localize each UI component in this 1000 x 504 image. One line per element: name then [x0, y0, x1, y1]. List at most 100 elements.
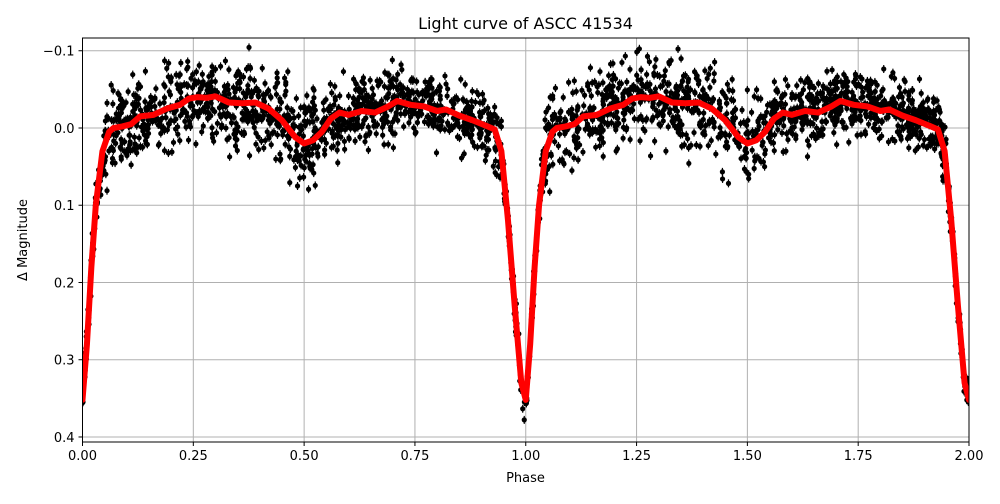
data-point: [781, 116, 786, 121]
data-point: [200, 72, 205, 77]
data-point: [152, 96, 157, 101]
data-point: [112, 160, 117, 165]
data-point: [597, 69, 602, 74]
data-point: [820, 96, 825, 101]
data-point: [190, 85, 195, 90]
data-point: [685, 106, 690, 111]
data-point: [871, 95, 876, 100]
data-point: [711, 78, 716, 83]
data-point: [671, 121, 676, 126]
data-point: [844, 106, 849, 111]
data-point: [697, 120, 702, 125]
data-point: [601, 154, 606, 159]
data-point: [274, 92, 279, 97]
data-point: [585, 83, 590, 88]
data-point: [750, 129, 755, 134]
data-point: [641, 126, 646, 131]
data-point: [379, 98, 384, 103]
data-point: [457, 124, 462, 129]
data-point: [132, 135, 137, 140]
data-point: [749, 110, 754, 115]
data-point: [557, 132, 562, 137]
data-point: [314, 116, 319, 121]
data-point: [445, 93, 450, 98]
data-point: [638, 100, 643, 105]
data-point: [368, 78, 373, 83]
data-point: [408, 78, 413, 83]
data-point: [403, 109, 408, 114]
data-point: [423, 79, 428, 84]
data-point: [834, 142, 839, 147]
data-point: [760, 140, 765, 145]
data-point: [805, 76, 810, 81]
data-point: [621, 117, 626, 122]
data-point: [643, 118, 648, 123]
data-point: [615, 146, 620, 151]
data-point: [901, 100, 906, 105]
data-point: [811, 101, 816, 106]
data-point: [480, 101, 485, 106]
data-point: [661, 112, 666, 117]
data-point: [169, 149, 174, 154]
data-point: [762, 164, 767, 169]
data-point: [178, 60, 183, 65]
data-point: [143, 69, 148, 74]
data-point: [917, 136, 922, 141]
data-point: [162, 128, 167, 133]
data-point: [351, 122, 356, 127]
data-point: [686, 161, 691, 166]
data-point: [226, 91, 231, 96]
data-point: [711, 97, 716, 102]
data-point: [571, 155, 576, 160]
data-point: [115, 130, 120, 135]
data-point: [390, 57, 395, 62]
data-point: [372, 103, 377, 108]
data-point: [863, 85, 868, 90]
data-point: [275, 132, 280, 137]
data-point: [143, 138, 148, 143]
data-point: [425, 114, 430, 119]
data-point: [863, 132, 868, 137]
data-point: [637, 138, 642, 143]
data-point: [931, 100, 936, 105]
data-point: [310, 100, 315, 105]
data-point: [566, 80, 571, 85]
data-point: [717, 131, 722, 136]
data-point: [445, 86, 450, 91]
data-point: [374, 131, 379, 136]
data-point: [875, 101, 880, 106]
data-point: [544, 127, 549, 132]
data-point: [333, 133, 338, 138]
data-point: [115, 91, 120, 96]
data-point: [335, 148, 340, 153]
data-point: [631, 83, 636, 88]
data-point: [561, 95, 566, 100]
data-point: [383, 114, 388, 119]
data-point: [463, 82, 468, 87]
data-point: [282, 75, 287, 80]
data-point: [844, 125, 849, 130]
data-point: [871, 125, 876, 130]
data-point: [339, 117, 344, 122]
data-point: [829, 67, 834, 72]
data-point: [268, 94, 273, 99]
data-point: [816, 81, 821, 86]
data-point: [691, 130, 696, 135]
data-point: [771, 140, 776, 145]
data-point: [408, 114, 413, 119]
data-point: [210, 107, 215, 112]
data-point: [855, 133, 860, 138]
data-point: [409, 89, 414, 94]
data-point: [588, 65, 593, 70]
data-point: [285, 105, 290, 110]
data-point: [644, 72, 649, 77]
data-point: [269, 142, 274, 147]
data-point: [273, 156, 278, 161]
data-point: [663, 89, 668, 94]
data-point: [720, 176, 725, 181]
data-point: [742, 148, 747, 153]
data-point: [858, 74, 863, 79]
data-point: [899, 95, 904, 100]
data-point: [328, 81, 333, 86]
data-point: [168, 79, 173, 84]
